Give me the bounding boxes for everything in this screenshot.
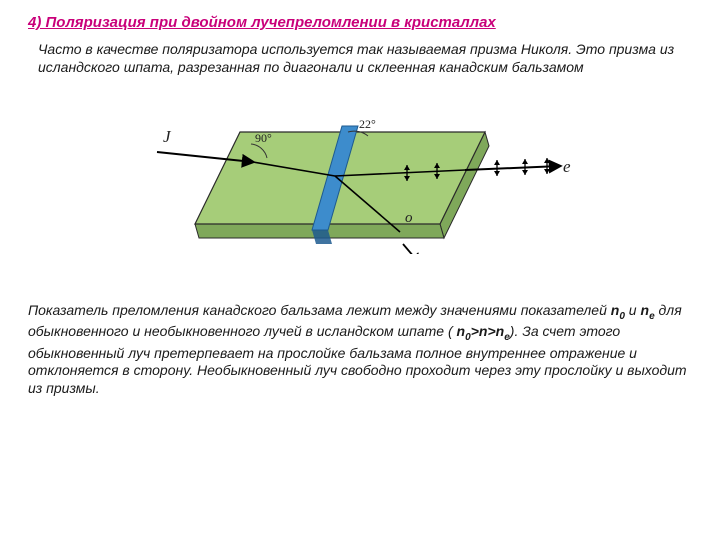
svg-text:22°: 22° [359,117,376,131]
prism-figure: Je o 90° 22° [28,94,692,254]
svg-text:90°: 90° [255,131,272,145]
svg-text:o: o [405,210,413,226]
intro-paragraph: Часто в качестве поляризатора использует… [38,41,682,76]
svg-text:e: e [563,157,571,176]
explanation-paragraph: Показатель преломления канадского бальза… [28,302,692,397]
section-title: 4) Поляризация при двойном лучепреломлен… [28,14,692,31]
svg-text:J: J [163,127,172,146]
